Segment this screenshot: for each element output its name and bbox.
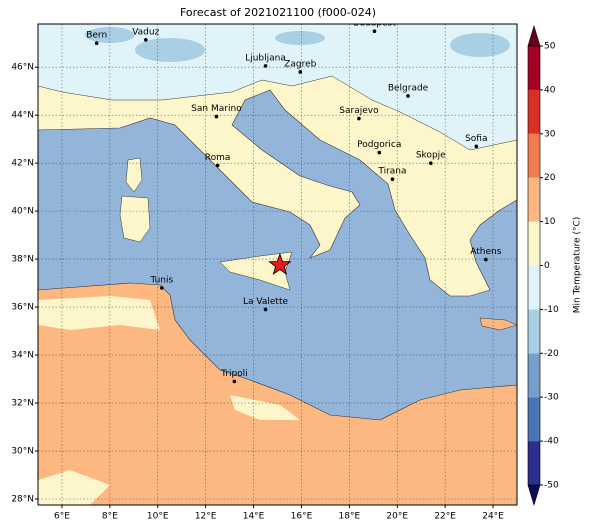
map-frame [37,23,518,506]
colorbar-segment [528,353,540,398]
city-dot [263,307,268,312]
city-dot [357,116,361,121]
cold-patch [275,31,325,45]
x-tick-label: 10°E [147,512,169,522]
colorbar: -50 -40 -30 -20 -10 0 10 20 30 40 50 [527,24,559,507]
city-dot [390,177,395,182]
x-tick-label: 14°E [243,512,265,522]
colorbar-segment [528,441,540,485]
city-dot [214,114,219,119]
x-tick-label: 6°E [54,512,70,522]
colorbar-tick-label: -10 [544,305,559,315]
colorbar-tick-label: 0 [544,261,550,271]
city-dot [406,94,410,98]
cold-patch [450,33,510,57]
crete [479,317,517,331]
colorbar-extend-low [527,484,541,507]
colorbar-segment [528,309,540,354]
city-label: Athens [470,247,501,257]
city-dot [377,150,382,155]
city-label: Zagreb [284,59,316,69]
city-dot [474,144,479,149]
colorbar-tick-label: 30 [544,129,556,139]
city-dot [94,41,99,45]
city-label: Sarajevo [339,106,379,116]
colorbar-tick-label: -50 [544,481,559,491]
colorbar-tick-label: -40 [544,437,559,447]
city-dot [215,163,220,168]
y-tick-label: 32°N [11,399,34,409]
warm-patch [38,470,110,505]
city-dot [298,70,303,74]
city-label: Vaduz [132,27,159,37]
city-label: Skopje [416,151,446,161]
x-tick-label: 12°E [195,512,217,522]
city-label: Podgorica [357,140,401,150]
x-tick-label: 20°E [386,512,408,522]
city-label: Belgrade [388,83,429,93]
y-tick-label: 34°N [11,351,34,361]
city-label: La Valette [243,297,288,307]
y-tick-label: 30°N [11,447,34,457]
x-tick-label: 24°E [482,512,504,522]
colorbar-tick-label: 20 [544,173,556,183]
city-dot [160,286,164,290]
title: Forecast of 2021021100 (f000-024) [180,6,376,19]
city-label: Roma [205,153,231,163]
x-tick-label: 16°E [291,512,313,522]
y-tick-label: 36°N [11,303,34,313]
colorbar-tick-label: -30 [544,393,559,403]
city-dot [372,29,377,33]
city-label: Tunis [149,275,173,285]
warm-patch [230,395,300,420]
colorbar-segment [528,133,540,178]
colorbar-segment [528,89,540,134]
city-label: San Marino [191,104,242,114]
city-label: Budapest [353,19,396,29]
colorbar-segment [528,177,540,222]
city-label: Bern [86,31,107,41]
location-star [268,252,292,275]
city-label: Ljubljana [245,53,286,63]
y-tick-label: 28°N [11,495,34,505]
x-tick-label: 8°E [102,512,118,522]
y-tick-label: 46°N [11,63,34,73]
y-tick-label: 38°N [11,255,34,265]
city-dot [484,257,488,262]
corsica [125,157,143,193]
colorbar-segment [528,221,540,266]
x-tick-label: 18°E [339,512,361,522]
city-label: Tripoli [220,369,248,379]
city-label: Sofia [465,134,487,144]
warm-patch [38,296,160,330]
africa [38,283,517,505]
x-tick-label: 22°E [434,512,456,522]
colorbar-tick-label: 50 [544,42,556,52]
city-dot [143,38,148,42]
city-label: Tirana [377,167,406,177]
colorbar-segment [528,397,540,442]
sardinia [119,195,151,243]
colorbar-segment [528,265,540,310]
colorbar-tick-label: -20 [544,349,559,359]
cold-patch [135,38,205,62]
colorbar-segment [528,46,540,90]
y-tick-label: 44°N [11,111,34,121]
city-dot [232,379,237,384]
colorbar-label: Min Temperature (°C) [573,217,583,314]
grid [38,24,517,505]
y-tick-label: 42°N [11,159,34,169]
colorbar-tick-label: 10 [544,217,556,227]
city-dot [428,161,433,165]
city-dot [263,64,268,68]
colorbar-extend-high [527,24,541,47]
y-tick-label: 40°N [11,207,34,217]
colorbar-tick-label: 40 [544,85,556,95]
axes: 6°E 8°E 10°E 12°E 14°E 16°E 18°E 20°E 22°E 24°E 28… [11,63,504,522]
